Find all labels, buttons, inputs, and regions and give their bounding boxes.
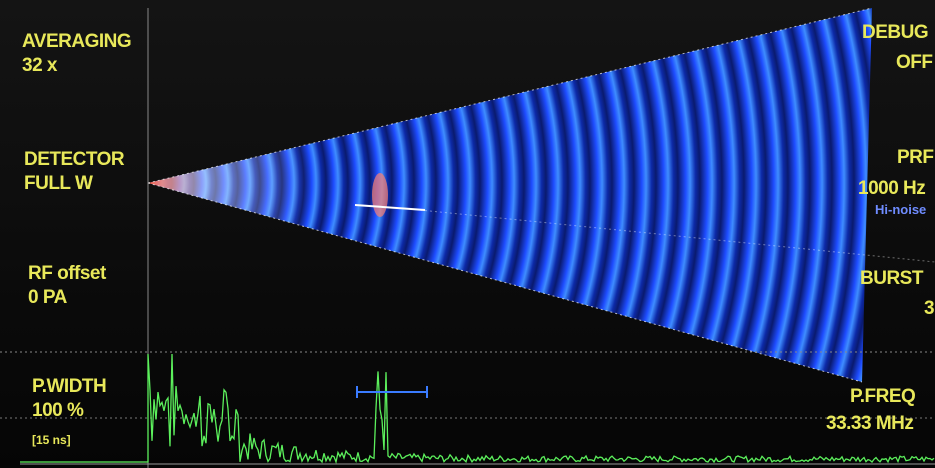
menu-label[interactable]: BURST: [860, 268, 924, 289]
reflector-spot: [372, 173, 388, 217]
menu-value[interactable]: 0 PA: [28, 287, 68, 308]
page: AVERAGING 32 x DETECTOR FULL W RF offset…: [0, 0, 935, 468]
menu-label[interactable]: P.WIDTH: [32, 376, 106, 397]
menu-note: [15 ns]: [32, 433, 71, 447]
menu-value[interactable]: 3: [924, 298, 934, 319]
menu-value[interactable]: OFF: [896, 52, 933, 73]
menu-value[interactable]: 32 x: [22, 55, 58, 76]
menu-value[interactable]: 100 %: [32, 400, 84, 421]
menu-label[interactable]: PRF: [897, 147, 934, 168]
menu-value[interactable]: 1000 Hz: [858, 178, 925, 199]
menu-note: Hi-noise: [875, 202, 926, 217]
menu-label[interactable]: DEBUG: [862, 22, 928, 43]
menu-label[interactable]: DETECTOR: [24, 149, 125, 170]
menu-label[interactable]: RF offset: [28, 263, 107, 284]
menu-label[interactable]: AVERAGING: [22, 31, 131, 52]
menu-value[interactable]: FULL W: [24, 173, 93, 194]
device-screen: AVERAGING 32 x DETECTOR FULL W RF offset…: [0, 0, 935, 468]
menu-value[interactable]: 33.33 MHz: [826, 413, 913, 434]
menu-label[interactable]: P.FREQ: [850, 386, 915, 407]
